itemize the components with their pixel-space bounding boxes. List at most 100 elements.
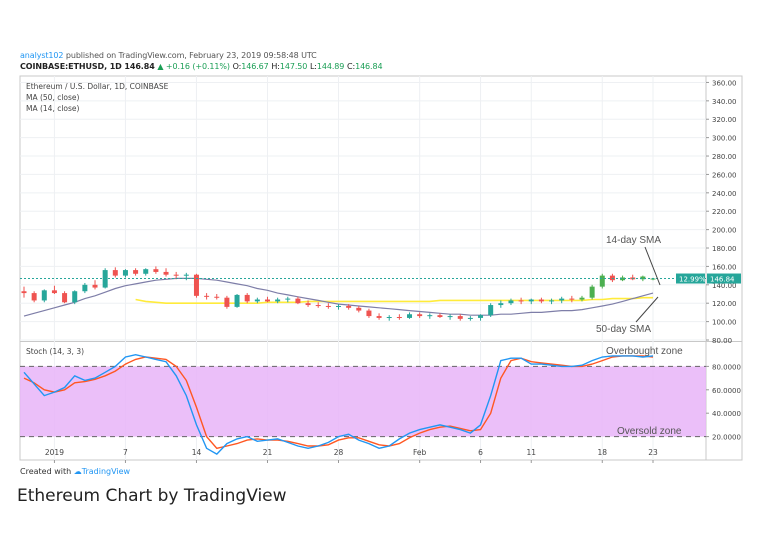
y-tick-label: 80.00 [712, 337, 732, 345]
candle-body [264, 299, 270, 302]
last-price: 146.84 [124, 62, 155, 71]
candle-body [183, 274, 189, 276]
candle-body [285, 298, 291, 300]
x-tick-label: 11 [526, 448, 536, 457]
candle-body [417, 314, 423, 317]
candle-body [620, 277, 626, 281]
candle-body [72, 291, 78, 303]
percent-tag-text: 12.99% [679, 276, 706, 284]
candle-body [315, 305, 321, 307]
tradingview-logo-icon: ☁ [73, 467, 82, 476]
author-link[interactable]: analyst102 [20, 51, 64, 60]
candle-body [234, 294, 240, 307]
price-tag-text: 146.84 [710, 276, 735, 284]
candle-body [295, 298, 301, 304]
low-value: 144.89 [316, 62, 345, 71]
candle-body [92, 284, 98, 288]
open-label: O: [232, 62, 242, 71]
candle-body [457, 316, 463, 319]
candle-body [346, 305, 352, 308]
sma50-annotation: 50-day SMA [596, 324, 651, 335]
y-tick-label: 240.00 [712, 190, 737, 198]
candle-body [386, 317, 392, 319]
candle-body [640, 276, 646, 280]
publish-info: analyst102 published on TradingView.com,… [20, 51, 317, 60]
candle-body [467, 317, 473, 319]
candle-body [193, 274, 199, 296]
caption: Ethereum Chart by TradingView [17, 486, 287, 506]
candle-body [356, 307, 362, 311]
y-tick-label: 260.00 [712, 171, 737, 179]
ohlc-bar: COINBASE:ETHUSD, 1D 146.84 ▲ +0.16 (+0.1… [20, 62, 383, 71]
legend-ma50[interactable]: MA (50, close) [26, 93, 80, 102]
open-value: 146.67 [241, 62, 269, 71]
y-tick-label: 220.00 [712, 208, 737, 216]
candle-body [569, 298, 575, 300]
x-tick-label: 2019 [45, 448, 64, 457]
symbol-label: COINBASE:ETHUSD, 1D [20, 62, 122, 71]
stoch-title: Stoch (14, 3, 3) [26, 347, 84, 356]
y-tick-label: 120.00 [712, 300, 737, 308]
candle-body [31, 293, 37, 301]
candle-body [133, 270, 139, 274]
stoch-tick-label: 80.0000 [712, 363, 741, 371]
candle-body [579, 297, 585, 300]
stoch-d-line [23, 355, 654, 450]
oversold-label: Oversold zone [617, 426, 682, 437]
candle-body [559, 298, 565, 301]
y-tick-label: 100.00 [712, 319, 737, 327]
low-label: L: [309, 62, 317, 71]
candle-body [589, 286, 595, 298]
candle-body [163, 271, 169, 275]
y-tick-label: 340.00 [712, 98, 737, 106]
y-tick-label: 160.00 [712, 263, 737, 271]
candle-body [143, 269, 149, 274]
candle-body [224, 297, 230, 307]
candle-body [325, 305, 331, 307]
candle-body [366, 310, 372, 317]
candle-body [153, 269, 159, 272]
x-tick-label: 7 [123, 448, 128, 457]
candle-body [407, 314, 413, 318]
chart-title: Ethereum / U.S. Dollar, 1D, COINBASE [26, 82, 169, 91]
overbought-label: Overbought zone [606, 346, 683, 357]
x-tick-label: 23 [648, 448, 658, 457]
candle-body [214, 296, 220, 298]
sma14-annotation: 14-day SMA [606, 235, 661, 246]
y-tick-label: 320.00 [712, 116, 737, 124]
credit-prefix: Created with [20, 467, 72, 476]
candle-body [254, 299, 260, 302]
stoch-tick-label: 40.0000 [712, 410, 741, 418]
candle-body [51, 290, 57, 294]
y-tick-label: 280.00 [712, 153, 737, 161]
candle-body [427, 315, 433, 317]
high-value: 147.50 [279, 62, 308, 71]
y-tick-label: 360.00 [712, 79, 737, 87]
candle-body [62, 293, 68, 303]
candle-body [609, 275, 615, 281]
credit-line: Created with ☁TradingView [20, 467, 130, 476]
candle-body [396, 317, 402, 319]
y-tick-label: 200.00 [712, 227, 737, 235]
x-tick-label: Feb [413, 448, 427, 457]
candle-body [21, 291, 27, 294]
x-tick-label: 28 [334, 448, 344, 457]
candle-body [376, 316, 382, 318]
close-value: 146.84 [355, 62, 383, 71]
ma50-line [135, 296, 653, 305]
stoch-tick-label: 60.0000 [712, 387, 741, 395]
percent-tag [676, 273, 705, 284]
candle-body [173, 274, 179, 276]
candle-body [538, 299, 544, 302]
candle-body [508, 300, 514, 304]
candle-body [112, 270, 118, 276]
legend-ma14[interactable]: MA (14, close) [26, 104, 80, 113]
price-change: ▲ +0.16 (+0.11%) [157, 62, 230, 71]
x-tick-label: 21 [263, 448, 273, 457]
stoch-band [20, 366, 706, 437]
stoch-tick-label: 20.0000 [712, 434, 741, 442]
candle-body [122, 270, 128, 276]
candle-body [305, 303, 311, 306]
tradingview-link[interactable]: TradingView [81, 467, 131, 476]
